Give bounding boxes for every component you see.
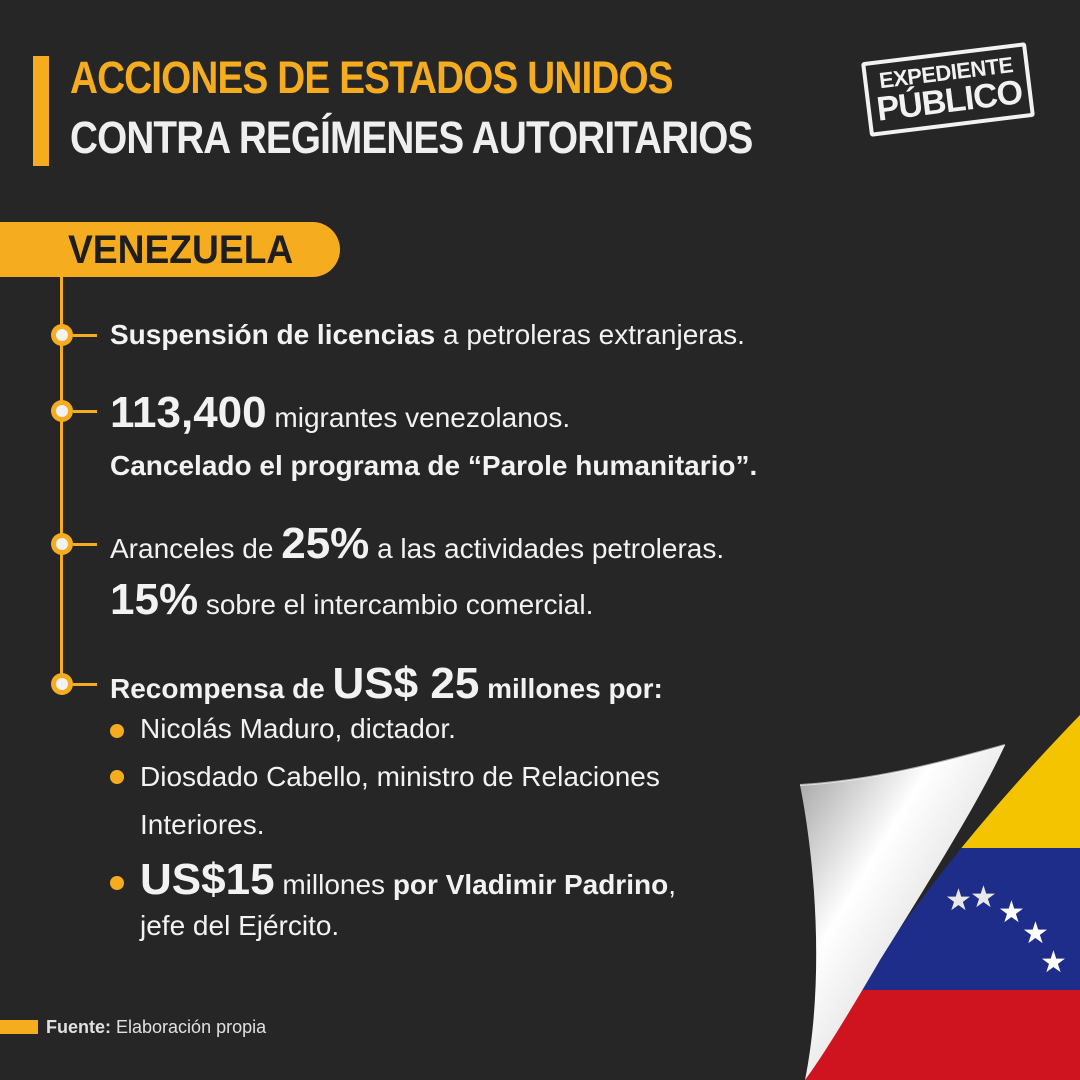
source-accent-bar [0, 1020, 38, 1034]
star-icon: ★ [970, 880, 997, 915]
bullet-cabello-line2: Interiores. [140, 809, 265, 840]
item-licencias: Suspensión de licencias a petroleras ext… [110, 319, 745, 351]
migrantes-number: 113,400 [110, 388, 267, 437]
timeline-connector [73, 334, 97, 337]
recompensa-amount: US$ 25 [332, 659, 480, 708]
aranceles-prefix: Aranceles de [110, 533, 274, 564]
timeline-node-icon [51, 324, 73, 346]
title-line-1: ACCIONES DE ESTADOS UNIDOS [70, 52, 674, 103]
country-label: VENEZUELA [68, 228, 294, 272]
recompensa-suffix: millones por: [487, 673, 663, 704]
bullet-cabello-line1: Diosdado Cabello, ministro de Relaciones [140, 761, 660, 792]
bullet-dot [110, 770, 124, 784]
recompensa-prefix: Recompensa de [110, 673, 325, 704]
source-text: Elaboración propia [116, 1017, 267, 1037]
page-curl-shape [800, 745, 1005, 1080]
source-label: Fuente: [46, 1017, 111, 1037]
timeline-node-icon [51, 533, 73, 555]
padrino-mid: millones [282, 869, 386, 900]
country-tab: VENEZUELA [0, 222, 340, 277]
intercambio-rest: sobre el intercambio comercial. [205, 589, 594, 620]
star-icon: ★ [1040, 945, 1067, 980]
migrantes-rest: migrantes venezolanos. [274, 402, 571, 433]
licencias-rest: a petroleras extranjeras. [443, 319, 745, 350]
bullet-maduro: Nicolás Maduro, dictador. [140, 713, 456, 744]
padrino-bold: por Vladimir Padrino [392, 869, 669, 900]
star-icon: ★ [945, 883, 972, 918]
timeline-connector [73, 683, 97, 686]
star-icon: ★ [1022, 916, 1049, 951]
bullet-padrino: US$15 millones por Vladimir Padrino, [140, 855, 676, 905]
timeline-connector [73, 543, 97, 546]
star-icon: ★ [998, 895, 1025, 930]
intercambio-pct: 15% [110, 575, 199, 624]
aranceles-rest: a las actividades petroleras. [377, 533, 725, 564]
timeline-connector [73, 410, 97, 413]
bullet-dot [110, 876, 124, 890]
bullet-dot [110, 724, 124, 738]
timeline-node-icon [51, 673, 73, 695]
aranceles-pct: 25% [281, 519, 370, 568]
timeline-node-icon [51, 400, 73, 422]
padrino-comma: , [668, 869, 676, 900]
title-line-2: CONTRA REGÍMENES AUTORITARIOS [70, 112, 753, 163]
padrino-amount: US$15 [140, 855, 275, 904]
title-accent-bar [33, 56, 49, 166]
item-intercambio: 15% sobre el intercambio comercial. [110, 575, 593, 625]
item-aranceles: Aranceles de 25% a las actividades petro… [110, 519, 724, 569]
item-recompensa: Recompensa de US$ 25 millones por: [110, 659, 663, 709]
bullet-padrino-line2: jefe del Ejército. [140, 910, 340, 941]
parole-text: Cancelado el programa de “Parole humanit… [110, 450, 758, 481]
timeline-line [60, 277, 63, 685]
source-note: Fuente: Elaboración propia [46, 1017, 266, 1038]
item-migrantes: 113,400 migrantes venezolanos. [110, 388, 570, 438]
licencias-bold: Suspensión de licencias [110, 319, 436, 350]
